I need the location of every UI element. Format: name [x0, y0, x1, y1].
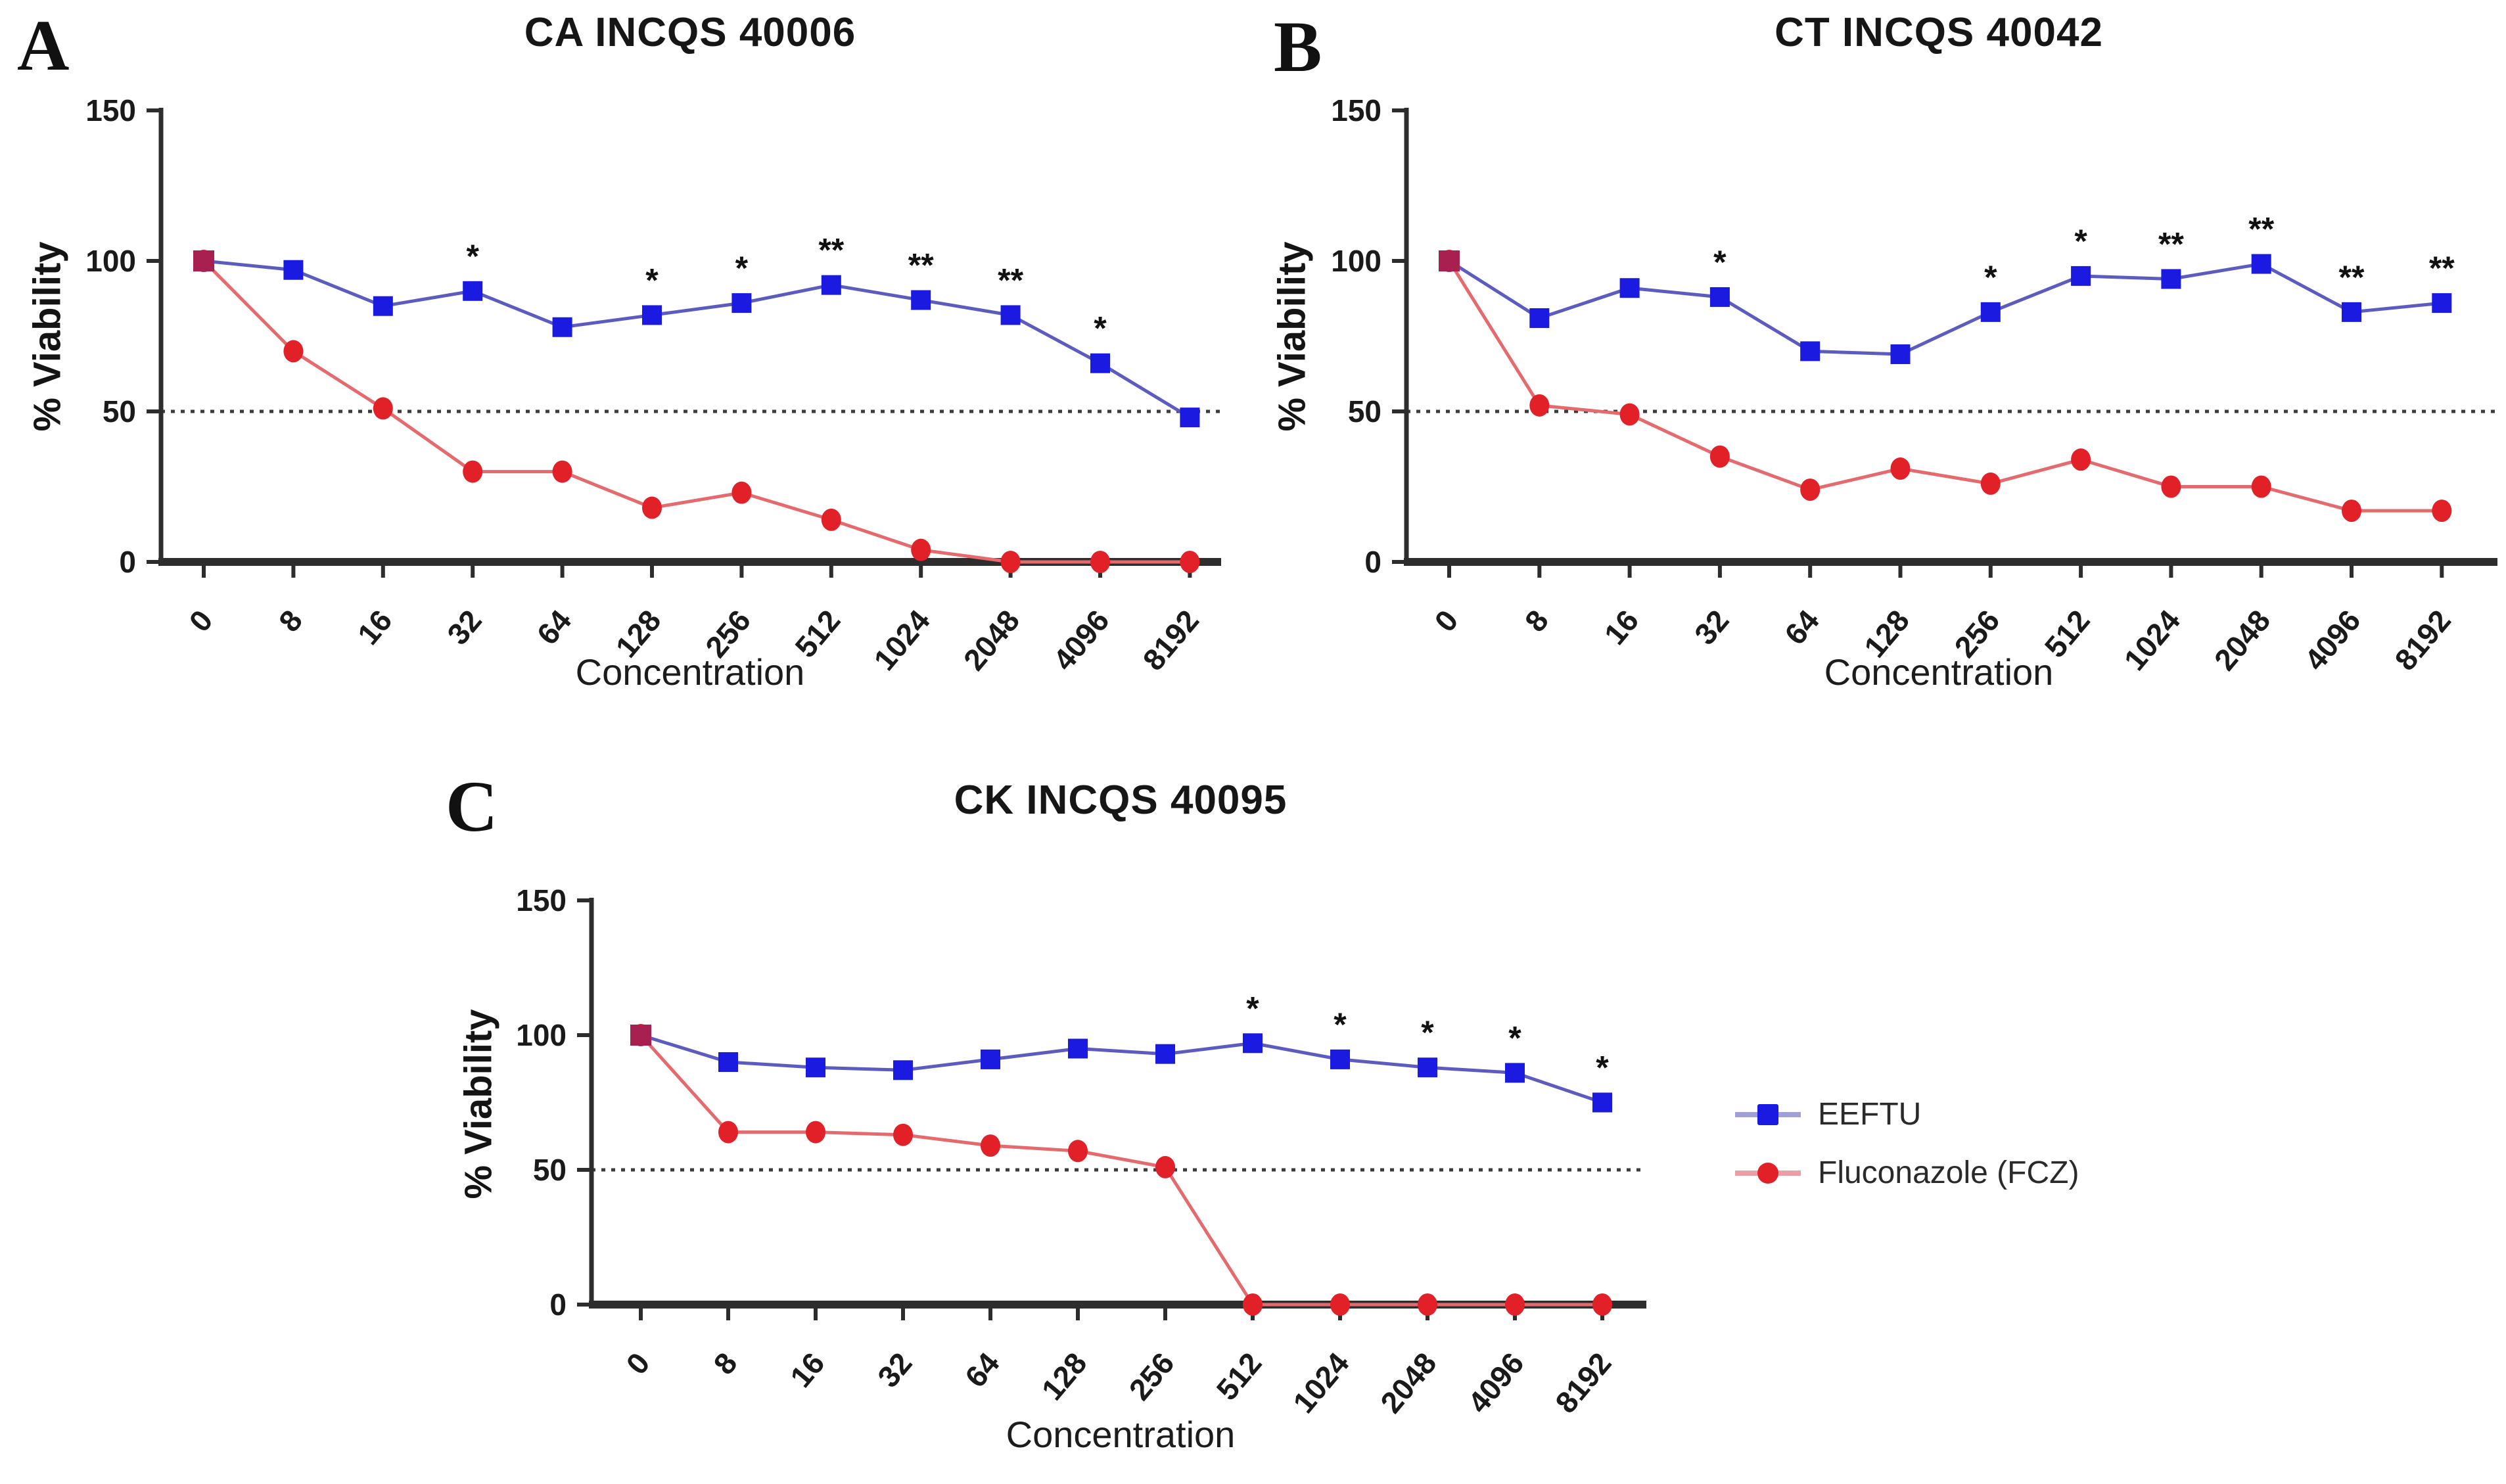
- svg-text:*: *: [1421, 1014, 1434, 1051]
- panel-letter-c: C: [446, 766, 498, 846]
- y-axis-title-a: % Viability: [26, 241, 69, 432]
- panel-b: 0 50 100 150 0 8 16 32 64 128 256 512 1024 2048 4096 81…: [1249, 0, 2506, 730]
- svg-text:8: 8: [272, 603, 309, 638]
- svg-text:0: 0: [1364, 545, 1381, 579]
- svg-text:4096: 4096: [1461, 1346, 1531, 1420]
- svg-text:*: *: [1246, 990, 1259, 1027]
- svg-text:*: *: [1508, 1019, 1521, 1056]
- svg-text:32: 32: [440, 603, 488, 651]
- line-chart-c: 0 50 100 150 0 8 16 32 64 128 256 512 1024 2048 4096 81…: [516, 883, 1646, 1420]
- svg-text:*: *: [735, 250, 749, 287]
- svg-text:64: 64: [1778, 603, 1826, 651]
- svg-text:16: 16: [1598, 603, 1646, 651]
- circle-marker-icon: [1757, 1162, 1778, 1184]
- svg-text:**: **: [2248, 211, 2274, 248]
- svg-text:*: *: [1984, 259, 1997, 296]
- panel-letter-a: A: [17, 5, 70, 85]
- svg-text:*: *: [1334, 1006, 1347, 1043]
- svg-text:**: **: [908, 247, 934, 284]
- svg-text:0: 0: [1427, 603, 1464, 638]
- svg-text:16: 16: [783, 1346, 831, 1394]
- fluconazole-circle-marker-icon: [1735, 1162, 1801, 1184]
- y-axis-title-c: % Viability: [457, 1009, 500, 1199]
- legend-label-eeftu: EEFTU: [1818, 1097, 1922, 1132]
- svg-text:2048: 2048: [1374, 1346, 1443, 1420]
- svg-text:100: 100: [1331, 244, 1381, 278]
- svg-text:50: 50: [103, 394, 136, 429]
- svg-text:8: 8: [1518, 603, 1555, 638]
- svg-text:*: *: [645, 262, 659, 298]
- svg-text:150: 150: [516, 883, 567, 917]
- panel-a: 0 50 100 150 0 8 16 32 64 128 256 512 1024 2048 4096 81…: [0, 0, 1236, 730]
- svg-text:0: 0: [182, 603, 219, 638]
- svg-text:150: 150: [1331, 93, 1381, 128]
- svg-text:64: 64: [530, 603, 578, 651]
- svg-text:8192: 8192: [1548, 1346, 1618, 1420]
- svg-text:128: 128: [1034, 1346, 1093, 1406]
- svg-text:**: **: [2429, 250, 2455, 287]
- svg-text:0: 0: [549, 1287, 567, 1322]
- svg-text:256: 256: [1122, 1346, 1180, 1406]
- svg-text:150: 150: [85, 93, 136, 128]
- svg-text:**: **: [2158, 225, 2184, 262]
- legend-item-fluconazole: Fluconazole (FCZ): [1735, 1155, 2079, 1191]
- svg-text:8: 8: [707, 1346, 743, 1381]
- eeftu-square-marker-icon: [1735, 1103, 1801, 1125]
- svg-text:**: **: [998, 262, 1023, 298]
- svg-text:512: 512: [1209, 1346, 1268, 1406]
- chart-title-a: CA INCQS 40006: [524, 10, 856, 55]
- svg-text:50: 50: [1348, 394, 1381, 429]
- svg-text:32: 32: [871, 1346, 919, 1394]
- x-axis-title-a: Concentration: [575, 651, 805, 693]
- svg-text:*: *: [1596, 1050, 1609, 1086]
- legend-item-eeftu: EEFTU: [1735, 1096, 2079, 1132]
- svg-text:50: 50: [533, 1153, 567, 1187]
- square-marker-icon: [1757, 1103, 1778, 1125]
- svg-text:*: *: [1713, 244, 1727, 281]
- legend: EEFTU Fluconazole (FCZ): [1735, 1096, 2079, 1191]
- svg-text:16: 16: [351, 603, 399, 651]
- x-axis-title-b: Concentration: [1824, 651, 2054, 693]
- svg-text:**: **: [2339, 259, 2365, 296]
- x-axis-title-c: Concentration: [1006, 1414, 1236, 1455]
- legend-label-fluconazole: Fluconazole (FCZ): [1818, 1155, 2079, 1190]
- svg-text:**: **: [818, 232, 844, 269]
- svg-text:*: *: [2074, 223, 2087, 260]
- svg-text:1024: 1024: [1286, 1346, 1356, 1420]
- panel-c: 0 50 100 150 0 8 16 32 64 128 256 512 1024 2048 4096 81…: [394, 749, 1656, 1484]
- chart-title-c: CK INCQS 40095: [954, 777, 1288, 823]
- svg-text:100: 100: [516, 1018, 567, 1052]
- svg-text:*: *: [1094, 310, 1107, 347]
- svg-text:0: 0: [119, 545, 136, 579]
- y-axis-title-b: % Viability: [1270, 241, 1314, 432]
- svg-text:*: *: [466, 238, 479, 275]
- chart-title-b: CT INCQS 40042: [1775, 10, 2103, 55]
- svg-text:32: 32: [1688, 603, 1736, 651]
- svg-text:0: 0: [619, 1346, 656, 1381]
- svg-text:64: 64: [958, 1346, 1006, 1394]
- panel-letter-b: B: [1274, 7, 1322, 87]
- svg-text:100: 100: [85, 244, 136, 278]
